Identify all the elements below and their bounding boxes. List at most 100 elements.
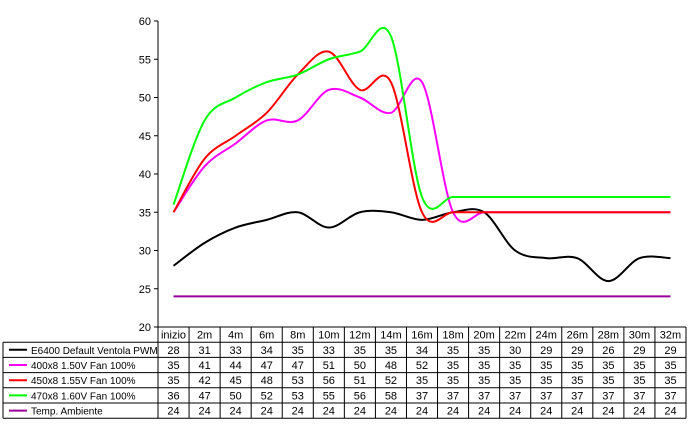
data-label: 29 (633, 345, 645, 357)
x-tick-label: 26m (567, 330, 588, 342)
x-tick-label: 4m (228, 330, 243, 342)
data-label: 30 (509, 345, 521, 357)
data-label: 24 (292, 406, 304, 418)
data-label: 35 (664, 375, 676, 387)
data-label: 50 (230, 390, 242, 402)
y-tick-label: 35 (139, 207, 151, 219)
data-label: 35 (540, 360, 552, 372)
x-tick-label: 8m (290, 330, 305, 342)
y-tick-label: 30 (139, 246, 151, 258)
data-label: 45 (230, 375, 242, 387)
data-label: 35 (416, 375, 428, 387)
data-label: 24 (261, 406, 273, 418)
x-tick-label: 10m (318, 330, 339, 342)
data-label: 24 (633, 406, 645, 418)
data-label: 24 (478, 406, 490, 418)
data-label: 44 (230, 360, 242, 372)
data-label: 42 (198, 375, 210, 387)
data-label: 35 (447, 345, 459, 357)
x-tick-label: 16m (411, 330, 432, 342)
data-label: 36 (167, 390, 179, 402)
data-label: 24 (198, 406, 210, 418)
data-label: 31 (198, 345, 210, 357)
data-label: 37 (571, 390, 583, 402)
x-tick-label: 6m (259, 330, 274, 342)
data-label: 53 (292, 390, 304, 402)
x-tick-label: 18m (442, 330, 463, 342)
data-label: 35 (571, 360, 583, 372)
data-label: 24 (416, 406, 428, 418)
series-line-0 (172, 208, 671, 283)
data-label: 29 (571, 345, 583, 357)
y-tick-label: 45 (139, 131, 151, 143)
data-label: 35 (571, 375, 583, 387)
data-label: 37 (416, 390, 428, 402)
data-label: 35 (478, 360, 490, 372)
x-tick-label: inizio (161, 330, 186, 342)
data-label: 41 (198, 360, 210, 372)
data-label: 35 (354, 345, 366, 357)
x-tick-label: 30m (629, 330, 650, 342)
data-label: 35 (602, 375, 614, 387)
data-label: 29 (540, 345, 552, 357)
x-tick-label: 28m (598, 330, 619, 342)
data-label: 48 (261, 375, 273, 387)
data-label: 56 (323, 375, 335, 387)
data-label: 47 (292, 360, 304, 372)
data-label: 24 (602, 406, 614, 418)
data-label: 47 (261, 360, 273, 372)
data-label: 37 (664, 390, 676, 402)
legend-label: E6400 Default Ventola PWM (31, 346, 158, 357)
y-tick-label: 25 (139, 284, 151, 296)
data-label: 24 (230, 406, 242, 418)
y-tick-label: 40 (139, 169, 151, 181)
x-tick-label: 24m (536, 330, 557, 342)
data-label: 48 (385, 360, 397, 372)
data-label: 35 (292, 345, 304, 357)
data-label: 50 (354, 360, 366, 372)
data-label: 24 (354, 406, 366, 418)
data-label: 35 (167, 360, 179, 372)
y-tick-label: 50 (139, 93, 151, 105)
data-label: 24 (385, 406, 397, 418)
series-line-3 (172, 27, 671, 210)
data-label: 24 (664, 406, 676, 418)
data-label: 56 (354, 390, 366, 402)
data-label: 35 (509, 375, 521, 387)
data-label: 37 (633, 390, 645, 402)
data-label: 55 (323, 390, 335, 402)
data-label: 37 (602, 390, 614, 402)
chart-axes: 20 25 30 35 40 45 50 55 60 (139, 16, 159, 334)
data-label: 26 (602, 345, 614, 357)
data-label: 35 (478, 375, 490, 387)
data-label: 37 (540, 390, 552, 402)
x-tick-label: 14m (380, 330, 401, 342)
data-label: 52 (385, 375, 397, 387)
data-label: 35 (447, 375, 459, 387)
data-label: 35 (664, 360, 676, 372)
data-label: 58 (385, 390, 397, 402)
data-label: 37 (509, 390, 521, 402)
data-label: 35 (167, 375, 179, 387)
legend-label: 470x8 1.60V Fan 100% (31, 391, 136, 402)
legend-label: 450x8 1.55V Fan 100% (31, 376, 136, 387)
series-lines (172, 27, 671, 298)
y-tick-label: 20 (139, 322, 151, 334)
data-label: 24 (509, 406, 521, 418)
data-label: 35 (385, 345, 397, 357)
data-label: 35 (633, 360, 645, 372)
data-label: 52 (261, 390, 273, 402)
y-tick-label: 60 (139, 16, 151, 28)
data-label: 28 (167, 345, 179, 357)
data-label: 24 (323, 406, 335, 418)
data-label: 34 (416, 345, 428, 357)
data-label: 34 (261, 345, 273, 357)
data-label: 29 (664, 345, 676, 357)
series-line-2 (172, 50, 671, 223)
series-line-1 (172, 77, 671, 223)
x-tick-label: 12m (349, 330, 370, 342)
legend-label: 400x8 1.50V Fan 100% (31, 361, 136, 372)
data-label: 24 (571, 406, 583, 418)
data-label: 33 (323, 345, 335, 357)
x-tick-label: 20m (473, 330, 494, 342)
